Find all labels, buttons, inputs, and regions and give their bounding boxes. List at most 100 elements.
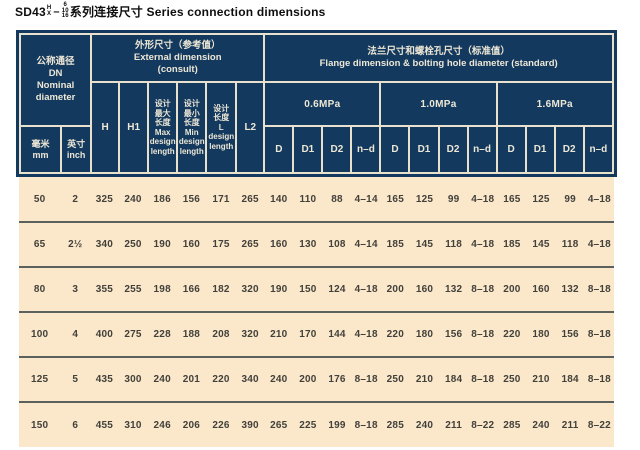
cell: 211 <box>555 401 585 447</box>
cell: 250 <box>380 356 410 402</box>
title-variant-stack: H X <box>46 5 52 17</box>
cell: 8–22 <box>468 401 498 447</box>
cell: 255 <box>118 266 148 312</box>
header-l2: L2 <box>235 81 266 174</box>
cell: 171 <box>205 177 237 222</box>
cell: 240 <box>264 356 294 402</box>
cell: 4–18 <box>351 266 381 312</box>
header-flange-dimension: 法兰尺寸和螺栓孔尺寸（标准值） Flange dimension & bolti… <box>263 33 614 83</box>
cell: 310 <box>118 401 148 447</box>
cell: 198 <box>147 266 177 312</box>
cell: 130 <box>293 221 323 267</box>
header-pressure-16mpa: 1.6MPa <box>495 81 615 127</box>
cell: 228 <box>147 311 177 357</box>
cell: 186 <box>147 177 177 222</box>
cell: 206 <box>176 401 206 447</box>
cell: 240 <box>118 177 148 222</box>
header-06-d1: D1 <box>292 125 324 174</box>
header-h1: H1 <box>118 81 150 174</box>
cell: 265 <box>236 177 265 222</box>
cell: 285 <box>497 401 527 447</box>
cell: 144 <box>322 311 352 357</box>
header-16-d1: D1 <box>524 125 556 174</box>
table-row-dn125: 125 5 435 300 240 201 220 340 240 200 176 8–18… <box>19 356 614 402</box>
cell: 220 <box>380 311 410 357</box>
cell: 4–14 <box>351 221 381 267</box>
cell: 184 <box>439 356 469 402</box>
table-body: 50 2 325 240 186 156 171 265 140 110 88 4–14 1… <box>19 177 614 447</box>
cell: 166 <box>176 266 206 312</box>
cell: 400 <box>90 311 119 357</box>
cell: 240 <box>409 401 440 447</box>
header-dn: 公称通径 DN Nominal diameter <box>18 33 93 127</box>
cell: 170 <box>293 311 323 357</box>
header-min-design-length: 设计 最小 长度 Min design length <box>176 81 208 174</box>
cell: 340 <box>90 221 119 267</box>
header-10-d: D <box>379 125 411 174</box>
cell: 145 <box>409 221 440 267</box>
cell: 250 <box>118 221 148 267</box>
cell: 118 <box>439 221 469 267</box>
cell: 8–18 <box>468 266 498 312</box>
cell: 285 <box>380 401 410 447</box>
cell: 390 <box>236 401 265 447</box>
cell: 4–18 <box>468 221 498 267</box>
title-model: SD43 <box>15 4 46 19</box>
cell: 160 <box>264 221 294 267</box>
cell: 199 <box>322 401 352 447</box>
cell: 125 <box>19 356 61 402</box>
cell: 5 <box>60 356 91 402</box>
cell: 184 <box>555 356 585 402</box>
header-l-design-length: 设计 长度 L design length <box>205 81 238 174</box>
cell: 80 <box>19 266 61 312</box>
header-10-d1: D1 <box>408 125 440 174</box>
header-16-d: D <box>495 125 527 174</box>
header-16-d2: D2 <box>553 125 585 174</box>
cell: 210 <box>264 311 294 357</box>
cell: 200 <box>380 266 410 312</box>
cell: 156 <box>439 311 469 357</box>
header-pressure-06mpa: 0.6MPa <box>263 81 382 127</box>
cell: 4–14 <box>351 177 381 222</box>
header-16-nd: n–d <box>582 125 615 174</box>
header-pressure-10mpa: 1.0MPa <box>379 81 498 127</box>
cell: 4 <box>60 311 91 357</box>
cell: 150 <box>19 401 61 447</box>
cell: 100 <box>19 311 61 357</box>
cell: 99 <box>555 177 585 222</box>
cell: 145 <box>526 221 556 267</box>
cell: 188 <box>176 311 206 357</box>
cell: 165 <box>380 177 410 222</box>
header-mm: 毫米 mm <box>18 125 63 174</box>
cell: 225 <box>293 401 323 447</box>
header-06-d: D <box>263 125 295 174</box>
cell: 190 <box>147 221 177 267</box>
cell: 275 <box>118 311 148 357</box>
cell: 180 <box>409 311 440 357</box>
cell: 185 <box>497 221 527 267</box>
cell: 220 <box>497 311 527 357</box>
dimension-table: 公称通径 DN Nominal diameter 外形尺寸（参考值） Exter… <box>16 30 617 447</box>
cell: 300 <box>118 356 148 402</box>
cell: 185 <box>380 221 410 267</box>
cell: 65 <box>19 221 61 267</box>
header-inch: 英寸 inch <box>60 125 93 174</box>
cell: 125 <box>409 177 440 222</box>
title-dash: – <box>53 5 60 18</box>
table-header: 公称通径 DN Nominal diameter 外形尺寸（参考值） Exter… <box>16 30 617 177</box>
header-10-nd: n–d <box>466 125 498 174</box>
cell: 190 <box>264 266 294 312</box>
cell: 156 <box>555 311 585 357</box>
cell: 211 <box>439 401 469 447</box>
cell: 455 <box>90 401 119 447</box>
cell: 124 <box>322 266 352 312</box>
cell: 6 <box>60 401 91 447</box>
table-row-dn50: 50 2 325 240 186 156 171 265 140 110 88 4–14 1… <box>19 177 614 222</box>
header-external-dimension: 外形尺寸（参考值） External dimension (consult) <box>90 33 266 83</box>
table-row-dn100: 100 4 400 275 228 188 208 320 210 170 144 4–18… <box>19 311 614 357</box>
header-06-nd: n–d <box>350 125 382 174</box>
cell: 4–18 <box>584 221 614 267</box>
cell: 4–18 <box>584 177 614 222</box>
cell: 176 <box>322 356 352 402</box>
cell: 265 <box>264 401 294 447</box>
